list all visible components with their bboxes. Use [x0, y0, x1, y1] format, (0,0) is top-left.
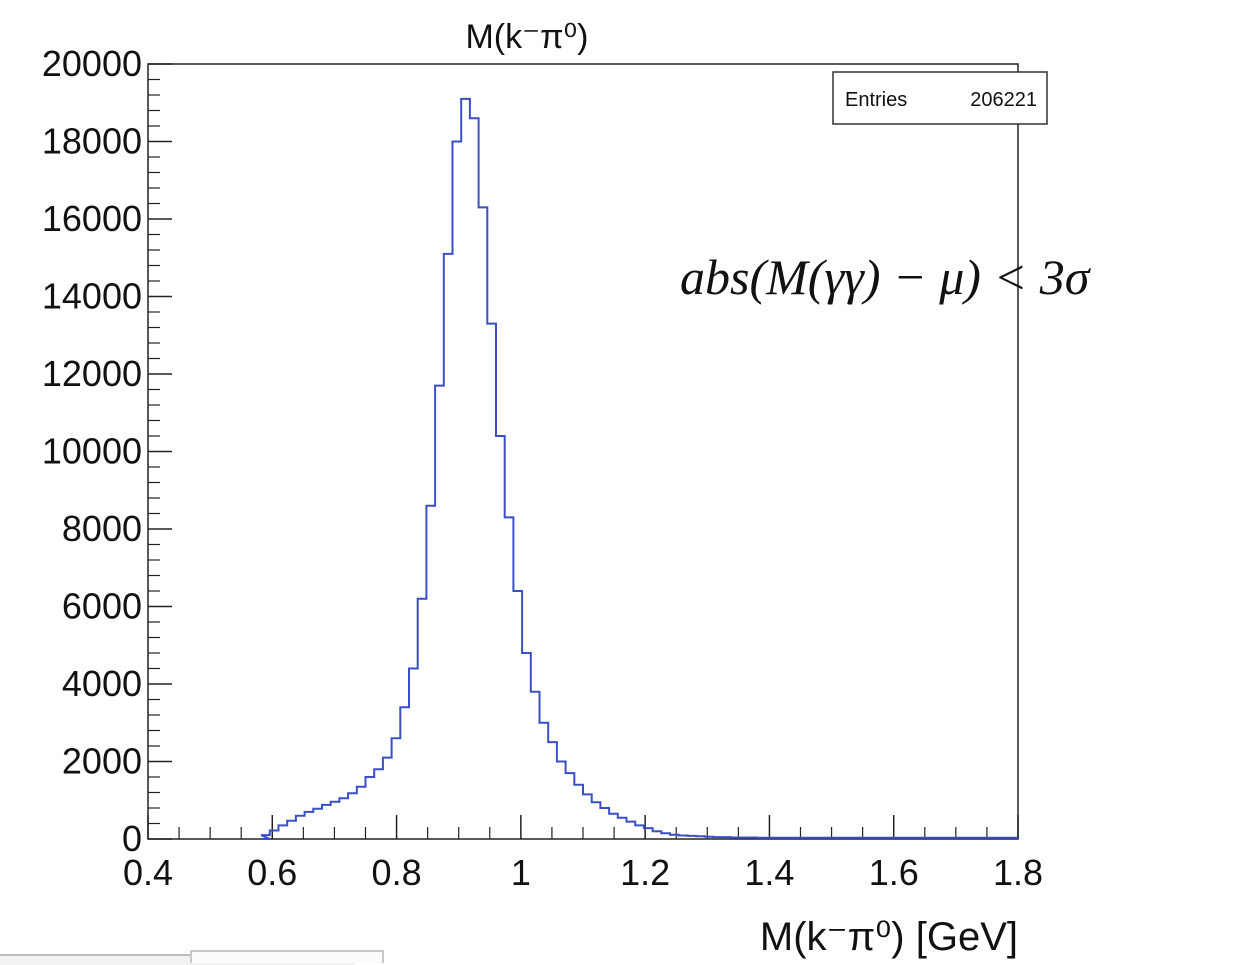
histogram-series — [260, 97, 1018, 840]
y-tick-label: 10000 — [42, 431, 142, 472]
x-tick-label: 1.2 — [620, 852, 670, 893]
histogram-step-line — [260, 97, 1018, 840]
bottom-edge-segment-left — [0, 954, 355, 965]
stats-box-border — [832, 71, 1048, 125]
y-tick-label: 20000 — [42, 43, 142, 84]
chart-title: M(k⁻π⁰) — [465, 18, 588, 56]
y-tick-label: 16000 — [42, 198, 142, 239]
x-tick-label: 0.8 — [372, 852, 422, 893]
x-axis-title: M(k⁻π⁰) [GeV] — [760, 915, 1018, 959]
y-tick-label: 12000 — [42, 353, 142, 394]
x-axis: 0.4 0.6 0.8 1 1.2 1.4 1.6 1.8 — [123, 815, 1043, 893]
y-axis: 0 2000 4000 6000 8000 10000 12000 14000 16000 180… — [42, 43, 172, 859]
y-tick-label: 4000 — [62, 663, 142, 704]
x-tick-label: 1.8 — [993, 852, 1043, 893]
stats-label: Entries — [845, 89, 907, 111]
cut-annotation: abs(M(γγ) − μ) < 3σ — [680, 249, 1092, 305]
stats-box: Entries 206221 — [832, 71, 1048, 125]
x-tick-label: 1.4 — [744, 852, 794, 893]
y-tick-label: 0 — [122, 818, 142, 859]
stats-value: 206221 — [970, 89, 1037, 111]
y-tick-label: 18000 — [42, 121, 142, 162]
x-tick-label: 0.6 — [247, 852, 297, 893]
y-tick-label: 8000 — [62, 508, 142, 549]
bottom-edge-fragment — [0, 950, 385, 965]
y-tick-label: 14000 — [42, 276, 142, 317]
x-tick-label: 1 — [511, 852, 531, 893]
plot-frame — [147, 63, 1019, 840]
x-tick-label: 1.6 — [869, 852, 919, 893]
x-tick-label: 0.4 — [123, 852, 173, 893]
bottom-edge-segment-right — [190, 950, 384, 963]
y-tick-label: 2000 — [62, 741, 142, 782]
y-tick-label: 6000 — [62, 586, 142, 627]
